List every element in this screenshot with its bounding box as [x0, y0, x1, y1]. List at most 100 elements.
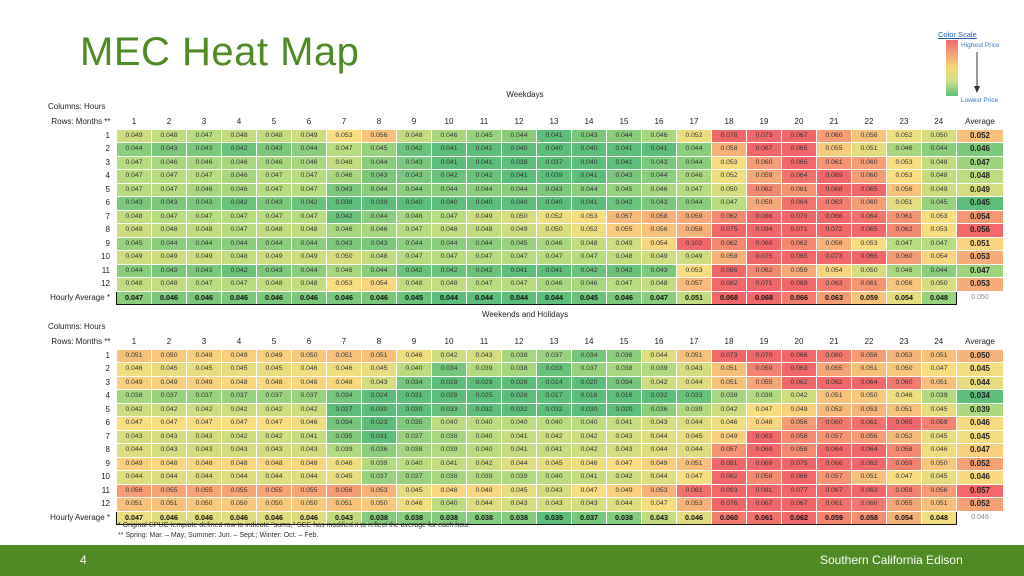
heat-cell: 0.028 [501, 375, 537, 390]
heat-cell: 0.053 [851, 402, 887, 417]
heat-cell: 0.057 [676, 277, 712, 292]
heat-cell: 0.047 [151, 182, 187, 197]
hourly-average-cell: 0.045 [396, 290, 432, 305]
hourly-average-cell: 0.046 [256, 290, 292, 305]
heat-cell: 0.045 [256, 362, 292, 377]
heat-cell: 0.081 [746, 483, 782, 498]
month-label: 4 [105, 171, 110, 181]
heat-cell: 0.069 [746, 443, 782, 458]
heat-cell: 0.045 [921, 429, 957, 444]
heat-cell: 0.053 [711, 155, 747, 170]
month-label: 7 [105, 431, 110, 441]
heat-cell: 0.031 [396, 389, 432, 404]
heat-cell: 0.040 [396, 196, 432, 211]
heat-cell: 0.048 [571, 236, 607, 251]
heat-cell: 0.048 [186, 223, 222, 238]
hourly-average-cell: 0.060 [711, 510, 747, 525]
heat-cell: 0.048 [431, 483, 467, 498]
heat-cell: 0.046 [361, 223, 397, 238]
heat-cell: 0.069 [816, 169, 852, 184]
heat-cell: 0.046 [571, 456, 607, 471]
heat-cell: 0.036 [641, 402, 677, 417]
heat-cell: 0.038 [396, 443, 432, 458]
company-name: Southern California Edison [820, 553, 963, 567]
heat-cell: 0.059 [921, 416, 957, 431]
hour-header: 5 [271, 117, 277, 126]
heat-cell: 0.049 [921, 182, 957, 197]
heat-cell: 0.082 [711, 277, 747, 292]
heat-cell: 0.038 [501, 362, 537, 377]
heat-cell: 0.062 [816, 375, 852, 390]
heat-cell: 0.047 [501, 277, 537, 292]
hourly-average-cell: 0.046 [256, 510, 292, 525]
hourly-average-cell: 0.046 [221, 510, 257, 525]
heat-cell: 0.048 [256, 128, 292, 143]
heat-cell: 0.046 [116, 362, 152, 377]
heat-cell: 0.047 [571, 483, 607, 498]
heat-cell: 0.051 [361, 348, 397, 363]
heat-cell: 0.065 [851, 223, 887, 238]
heat-cell: 0.049 [151, 250, 187, 265]
heat-cell: 0.046 [396, 497, 432, 512]
hour-header: 3 [201, 337, 207, 346]
color-scale-legend: Color Scale Highest Price Lowest Price [936, 30, 1002, 104]
hourly-average-cell: 0.046 [676, 510, 712, 525]
heat-cell: 0.034 [431, 362, 467, 377]
heat-cell: 0.046 [326, 169, 362, 184]
heat-cell: 0.049 [641, 250, 677, 265]
heat-cell: 0.057 [816, 470, 852, 485]
hour-header: 13 [549, 117, 559, 126]
heat-cell: 0.045 [396, 483, 432, 498]
heat-cell: 0.039 [746, 389, 782, 404]
heat-cell: 0.050 [186, 497, 222, 512]
heat-cell: 0.062 [746, 182, 782, 197]
hour-header: 3 [201, 117, 207, 126]
heat-cell: 0.039 [326, 443, 362, 458]
heat-cell: 0.042 [641, 375, 677, 390]
row-average-cell: 0.056 [956, 223, 1004, 238]
hour-header: 6 [306, 337, 312, 346]
heat-cell: 0.063 [851, 483, 887, 498]
hour-header: 21 [829, 117, 839, 126]
heat-cell: 0.031 [361, 429, 397, 444]
heat-cell: 0.047 [221, 209, 257, 224]
heat-cell: 0.041 [431, 155, 467, 170]
heat-cell: 0.052 [816, 402, 852, 417]
heat-cell: 0.042 [396, 263, 432, 278]
heat-cell: 0.048 [256, 456, 292, 471]
heat-cell: 0.045 [221, 362, 257, 377]
hourly-average-cell: 0.046 [326, 290, 362, 305]
hourly-average-cell: 0.047 [116, 290, 152, 305]
hourly-average-cell: 0.068 [746, 290, 782, 305]
heat-cell: 0.046 [326, 263, 362, 278]
heat-cell: 0.041 [606, 416, 642, 431]
heat-cell: 0.060 [886, 250, 922, 265]
heat-cell: 0.037 [221, 389, 257, 404]
heat-cell: 0.044 [431, 236, 467, 251]
heat-cell: 0.042 [606, 263, 642, 278]
heat-cell: 0.042 [571, 443, 607, 458]
heat-cell: 0.038 [711, 389, 747, 404]
hour-header: 13 [549, 337, 559, 346]
heat-cell: 0.053 [921, 223, 957, 238]
heat-cell: 0.047 [256, 182, 292, 197]
heat-cell: 0.032 [641, 389, 677, 404]
heat-cell: 0.045 [606, 182, 642, 197]
heat-cell: 0.051 [921, 375, 957, 390]
heat-cell: 0.075 [746, 250, 782, 265]
heat-cell: 0.060 [851, 169, 887, 184]
heat-cell: 0.062 [886, 223, 922, 238]
heat-cell: 0.062 [781, 236, 817, 251]
heat-cell: 0.094 [746, 223, 782, 238]
heat-cell: 0.056 [326, 483, 362, 498]
row-average-cell: 0.046 [956, 470, 1004, 485]
heat-cell: 0.048 [256, 223, 292, 238]
heat-cell: 0.033 [431, 402, 467, 417]
heat-cell: 0.049 [256, 250, 292, 265]
heat-cell: 0.049 [641, 456, 677, 471]
heat-cell: 0.038 [501, 348, 537, 363]
month-label: 8 [105, 445, 110, 455]
heat-cell: 0.048 [326, 375, 362, 390]
heat-cell: 0.043 [536, 182, 572, 197]
hour-header: 21 [829, 337, 839, 346]
